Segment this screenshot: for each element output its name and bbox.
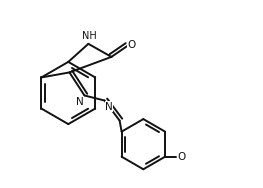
Text: N: N	[105, 102, 113, 111]
Text: O: O	[177, 152, 185, 162]
Text: O: O	[128, 40, 136, 50]
Text: NH: NH	[82, 31, 97, 41]
Text: N: N	[76, 96, 84, 107]
